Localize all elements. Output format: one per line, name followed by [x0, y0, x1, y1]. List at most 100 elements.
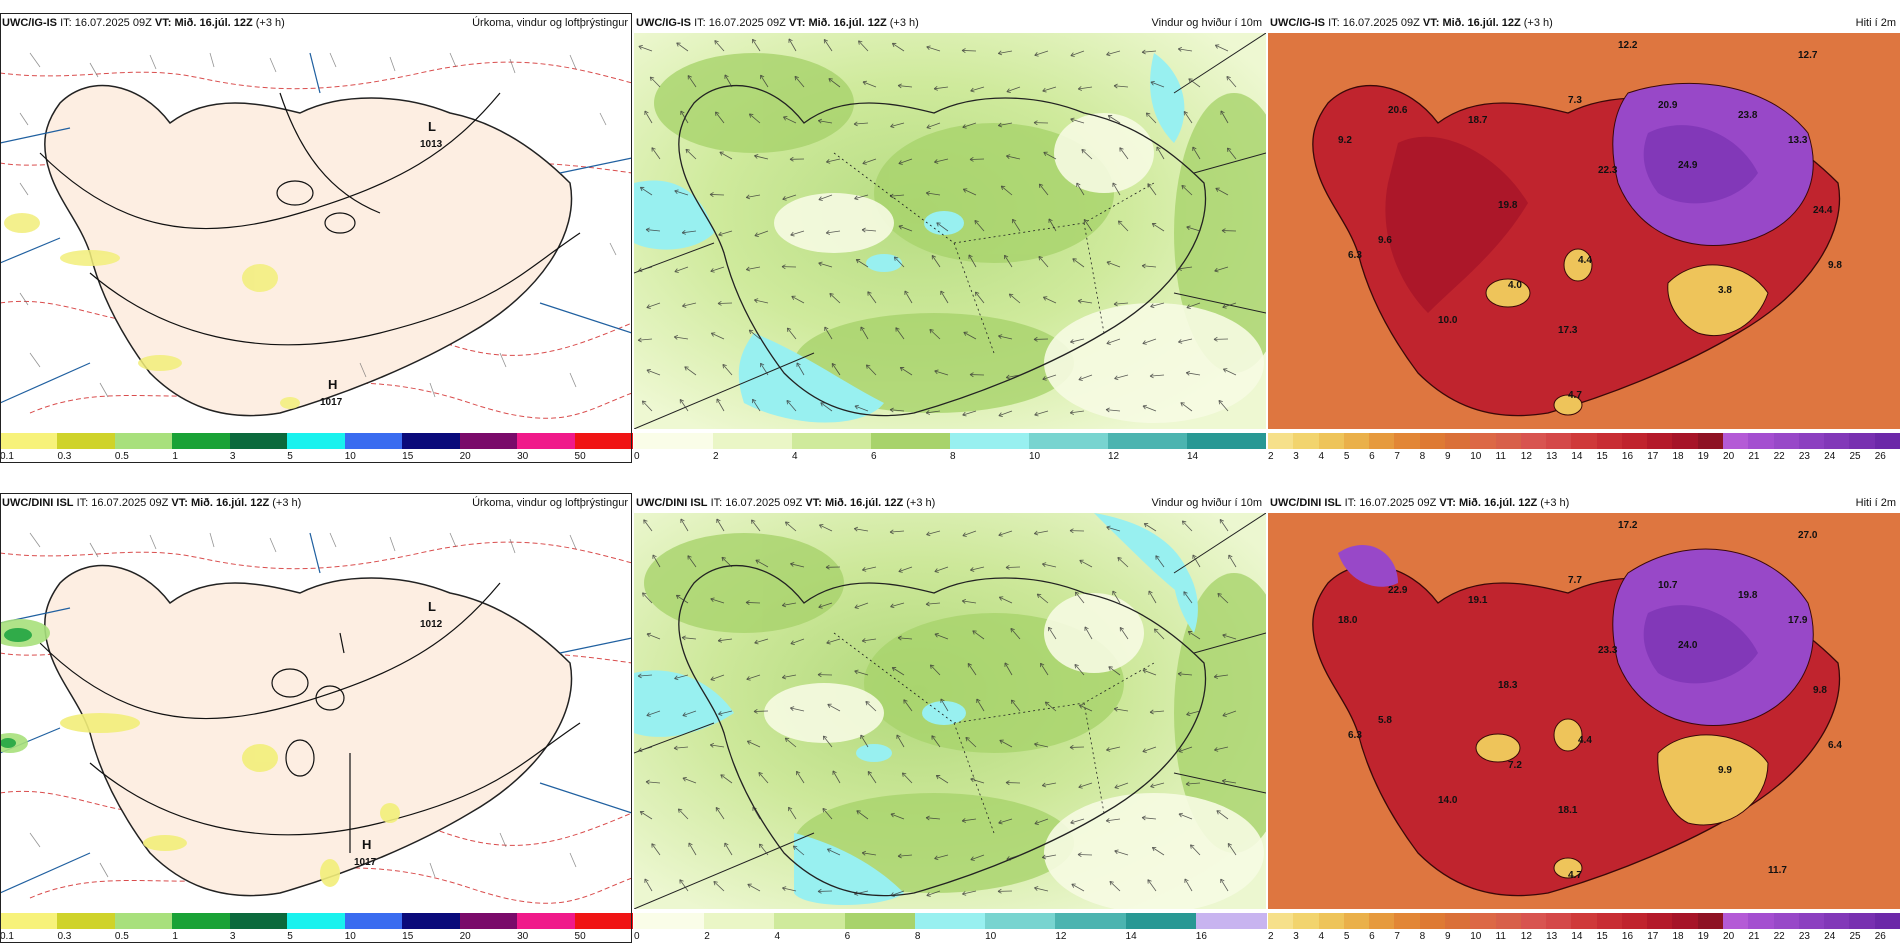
wind-arrow-icon	[854, 670, 869, 676]
wind-arrow-icon	[713, 881, 725, 892]
wind-arrow-head	[824, 326, 829, 332]
legend-swatch	[1672, 433, 1699, 449]
wind-arrow-head	[1069, 744, 1074, 750]
wind-arrow-head	[673, 745, 678, 751]
wind-arrow-head	[895, 327, 900, 332]
wind-map	[634, 513, 1266, 909]
wind-arrow-head	[1041, 782, 1047, 788]
precip-legend: 0.1 0.3 0.5 1 3 5 10 15 20 30 50	[0, 913, 633, 947]
temp-value-label: 7.7	[1568, 575, 1582, 586]
wind-arrow-head	[682, 712, 687, 717]
wind-arrow-icon	[902, 772, 913, 784]
wind-arrow-head	[1078, 376, 1083, 381]
wind-arrow-head	[1034, 742, 1039, 747]
wind-arrow-head	[754, 298, 759, 303]
wind-arrow-icon	[1150, 782, 1165, 788]
wind-arrow-head	[760, 74, 765, 80]
wind-arrow-icon	[796, 362, 805, 376]
temp-value-label: 14.0	[1438, 795, 1458, 806]
wind-arrow-head	[782, 196, 787, 201]
wind-arrow-icon	[1184, 878, 1193, 892]
row-igis: UWC/IG-IS IT: 16.07.2025 09Z VT: Mið. 16…	[0, 13, 1900, 463]
wind-arrow-head	[997, 50, 1003, 56]
wind-arrow-icon	[754, 299, 769, 304]
legend-tick: 3	[229, 931, 236, 942]
wind-arrow-icon	[1214, 266, 1229, 272]
wind-arrow-icon	[1142, 405, 1157, 412]
wind-arrow-head	[724, 842, 729, 848]
wind-arrow-head	[1214, 44, 1220, 49]
wind-arrow-icon	[782, 887, 797, 892]
wind-arrow-head	[644, 110, 649, 115]
low-pressure-value: 1012	[420, 619, 443, 630]
wind-arrow-head	[831, 363, 836, 368]
it-value: 16.07.2025 09Z	[1342, 17, 1420, 29]
wind-arrow-icon	[930, 664, 941, 676]
wind-arrow-head	[718, 711, 723, 716]
wind-arrow-icon	[752, 806, 761, 820]
wind-arrow-icon	[1220, 110, 1229, 124]
temp-value-label: 20.9	[1658, 100, 1678, 111]
panel-header: UWC/IG-IS IT: 16.07.2025 09Z VT: Mið. 16…	[0, 13, 632, 33]
wind-arrow-icon	[751, 519, 761, 532]
wind-arrow-head	[963, 331, 968, 336]
panel-title: Úrkoma, vindur og loftþrýstingur	[472, 17, 628, 29]
wind-arrow-icon	[642, 400, 653, 412]
wind-arrow-head	[1214, 747, 1219, 752]
wind-arrow-head	[1081, 149, 1086, 154]
panel-header: UWC/IG-IS IT: 16.07.2025 09Z VT: Mið. 16…	[1268, 13, 1900, 33]
wind-arrow-icon	[1142, 338, 1157, 344]
wind-arrow-head	[1078, 704, 1084, 709]
wind-arrow-icon	[890, 409, 905, 412]
wind-arrow-icon	[1078, 374, 1093, 381]
wind-arrow-head	[829, 293, 834, 298]
legend-tick: 25	[1849, 451, 1861, 462]
wind-arrow-head	[1156, 146, 1161, 151]
wind-arrow-head	[962, 532, 967, 537]
wind-arrow-head	[1151, 846, 1157, 852]
wind-arrow-icon	[998, 335, 1013, 340]
it-value: 16.07.2025 09Z	[725, 497, 803, 509]
wind-arrow-head	[926, 45, 931, 51]
legend-swatch	[1108, 433, 1187, 449]
wind-arrow-head	[643, 519, 648, 524]
legend-tick: 10	[344, 451, 356, 462]
wind-arrow-icon	[711, 332, 725, 340]
wind-arrow-icon	[1036, 593, 1049, 604]
wind-arrow-head	[645, 779, 650, 785]
wind-arrow-icon	[1083, 219, 1093, 232]
wind-arrow-icon	[1222, 634, 1237, 640]
vt-value: Mið. 16.júl. 12Z	[1458, 497, 1538, 509]
legend-swatch	[1318, 913, 1345, 929]
panel-wind-dini: UWC/DINI ISL IT: 16.07.2025 09Z VT: Mið.…	[634, 493, 1267, 943]
wind-arrow-icon	[783, 116, 797, 124]
wind-arrow-icon	[1154, 628, 1165, 640]
legend-tick: 19	[1697, 931, 1709, 942]
wind-arrow-head	[1150, 80, 1155, 86]
wind-arrow-head	[1048, 218, 1053, 223]
wind-arrow-head	[1040, 662, 1045, 668]
wind-arrow-head	[1220, 878, 1225, 884]
wind-arrow-icon	[710, 674, 725, 681]
legend-tick: 21	[1748, 931, 1760, 942]
legend-swatch	[57, 433, 116, 449]
temp-value-label: 19.8	[1738, 590, 1758, 601]
wind-arrow-icon	[1070, 410, 1085, 414]
legend-tick: 2	[1268, 931, 1274, 942]
wind-arrow-head	[1048, 626, 1053, 632]
wind-arrow-icon	[1034, 887, 1049, 892]
wind-arrow-head	[1143, 523, 1149, 528]
wind-arrow-icon	[715, 807, 725, 820]
wind-arrow-icon	[1000, 185, 1013, 196]
wind-arrow-head	[865, 364, 871, 369]
wind-arrow-icon	[866, 364, 877, 376]
lead-time: (+3 h)	[1540, 497, 1570, 509]
wind-arrow-head	[1106, 260, 1111, 266]
wind-arrow-head	[790, 640, 795, 645]
wind-arrow-icon	[676, 42, 689, 52]
wind-arrow-head	[934, 369, 939, 375]
wind-arrow-icon	[1220, 878, 1229, 892]
legend-swatch	[1596, 433, 1623, 449]
wind-arrow-head	[715, 807, 720, 812]
wind-arrow-head	[710, 597, 715, 603]
